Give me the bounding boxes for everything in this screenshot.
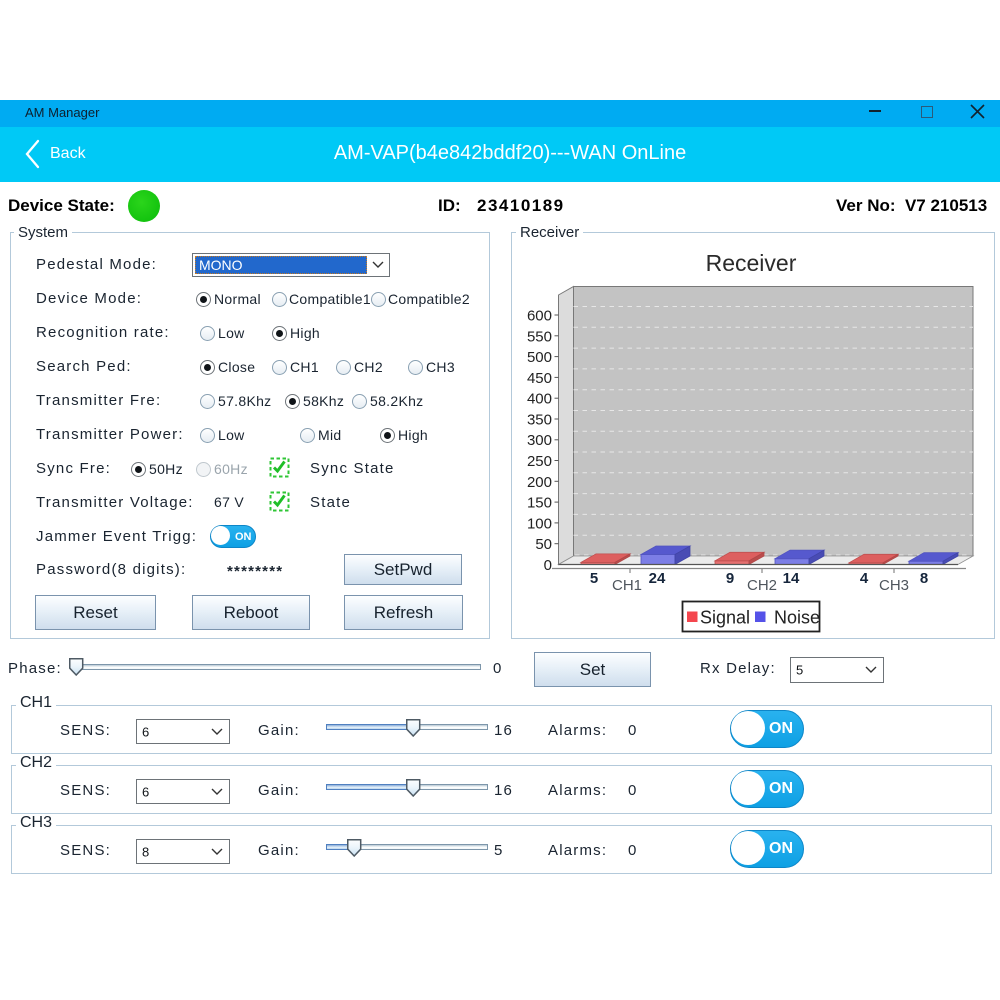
svg-text:500: 500 [527, 349, 552, 366]
svg-text:150: 150 [527, 495, 552, 512]
svg-text:Noise: Noise [774, 608, 820, 628]
svg-text:CH2: CH2 [747, 577, 777, 594]
svg-text:0: 0 [544, 557, 552, 574]
svg-text:100: 100 [527, 515, 552, 532]
svg-text:Receiver: Receiver [706, 250, 797, 276]
svg-text:550: 550 [527, 328, 552, 345]
svg-text:400: 400 [527, 391, 552, 408]
svg-text:8: 8 [920, 570, 928, 587]
svg-text:350: 350 [527, 412, 552, 429]
svg-text:24: 24 [649, 570, 666, 587]
svg-text:Signal: Signal [700, 608, 750, 628]
svg-text:200: 200 [527, 474, 552, 491]
svg-text:300: 300 [527, 432, 552, 449]
svg-text:250: 250 [527, 453, 552, 470]
svg-text:600: 600 [527, 308, 552, 325]
svg-text:CH1: CH1 [612, 577, 642, 594]
svg-text:5: 5 [590, 570, 598, 587]
svg-text:CH3: CH3 [879, 577, 909, 594]
svg-text:4: 4 [860, 570, 869, 587]
svg-text:50: 50 [535, 536, 552, 553]
svg-text:9: 9 [726, 570, 734, 587]
svg-text:450: 450 [527, 370, 552, 387]
svg-text:14: 14 [783, 570, 800, 587]
